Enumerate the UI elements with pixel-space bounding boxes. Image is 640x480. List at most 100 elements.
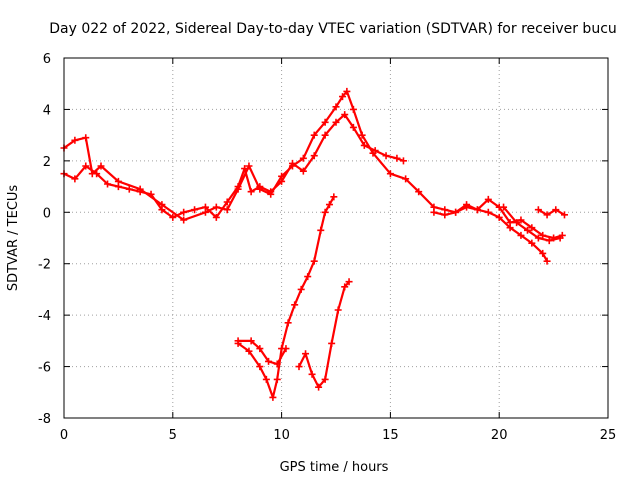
x-tick-label: 25: [600, 428, 617, 443]
y-tick-label: 6: [43, 52, 51, 67]
data-point: [256, 363, 264, 371]
data-point: [71, 136, 79, 144]
data-point: [552, 206, 560, 214]
data-point: [278, 172, 286, 180]
data-point: [349, 105, 357, 113]
data-point: [273, 375, 281, 383]
data-point: [441, 211, 449, 219]
data-point: [500, 203, 508, 211]
y-tick-label: -8: [38, 412, 51, 427]
series-line: [237, 195, 335, 399]
data-point: [71, 175, 79, 183]
data-point: [321, 131, 329, 139]
data-point: [341, 111, 349, 119]
data-point: [332, 103, 340, 111]
data-point: [332, 118, 340, 126]
data-point: [269, 393, 277, 401]
data-point: [104, 180, 112, 188]
data-point: [382, 152, 390, 160]
data-point: [267, 190, 275, 198]
data-point: [343, 87, 351, 95]
data-point: [180, 216, 188, 224]
y-tick-label: -6: [38, 361, 51, 376]
data-point: [256, 185, 264, 193]
data-point: [201, 208, 209, 216]
data-point: [310, 257, 318, 265]
x-axis-label: GPS time / hours: [280, 460, 389, 475]
data-point: [473, 206, 481, 214]
data-point: [234, 337, 242, 345]
data-point: [245, 162, 253, 170]
data-point: [534, 234, 542, 242]
data-point: [180, 208, 188, 216]
y-tick-label: 0: [43, 206, 51, 221]
data-point: [302, 350, 310, 358]
data-point: [539, 231, 547, 239]
y-tick-label: 4: [43, 103, 51, 118]
data-point: [88, 170, 96, 178]
series-line: [537, 208, 566, 216]
data-point: [484, 195, 492, 203]
series-trace-b: [60, 87, 566, 242]
series-line: [62, 90, 564, 240]
x-tick-label: 15: [382, 428, 399, 443]
data-point: [349, 123, 357, 131]
y-tick-label: -2: [38, 258, 51, 273]
data-point: [543, 257, 551, 265]
data-point: [191, 206, 199, 214]
data-point: [430, 208, 438, 216]
data-point: [399, 157, 407, 165]
data-point: [223, 206, 231, 214]
data-point: [158, 201, 166, 209]
x-tick-label: 0: [60, 428, 68, 443]
data-point: [299, 167, 307, 175]
series-trace-d: [500, 203, 564, 245]
data-point: [310, 152, 318, 160]
series-line: [62, 113, 405, 219]
data-point: [523, 226, 531, 234]
data-point: [282, 345, 290, 353]
data-point: [452, 208, 460, 216]
data-point: [284, 319, 292, 327]
data-point: [256, 345, 264, 353]
data-point: [212, 203, 220, 211]
series-trace-e: [534, 206, 568, 219]
data-point: [345, 278, 353, 286]
data-point: [304, 273, 312, 281]
data-point: [402, 175, 410, 183]
data-point: [321, 208, 329, 216]
series-trace-g: [234, 337, 290, 368]
data-point: [82, 134, 90, 142]
data-point: [543, 211, 551, 219]
data-point: [234, 185, 242, 193]
data-point: [273, 360, 281, 368]
data-point: [539, 249, 547, 257]
data-point: [360, 141, 368, 149]
axis-ticks: 0 5 10 15 20 25 -8 -6 -4 -2 0 2 4 6: [38, 52, 616, 443]
data-point: [484, 208, 492, 216]
series-trace-a: [60, 111, 407, 221]
data-point: [169, 213, 177, 221]
data-point: [463, 201, 471, 209]
data-point: [310, 131, 318, 139]
data-point: [291, 301, 299, 309]
series-trace-h: [295, 278, 353, 391]
data-point: [97, 162, 105, 170]
data-point: [328, 339, 336, 347]
data-point: [299, 154, 307, 162]
data-point: [545, 237, 553, 245]
data-point: [317, 226, 325, 234]
x-tick-label: 10: [273, 428, 290, 443]
y-tick-label: -4: [38, 309, 51, 324]
data-point: [295, 363, 303, 371]
data-point: [247, 337, 255, 345]
data-point: [517, 231, 525, 239]
data-point: [82, 162, 90, 170]
data-point: [358, 131, 366, 139]
data-point: [330, 193, 338, 201]
plot-frame: [63, 57, 609, 419]
data-point: [528, 239, 536, 247]
data-point: [223, 198, 231, 206]
data-point: [528, 224, 536, 232]
